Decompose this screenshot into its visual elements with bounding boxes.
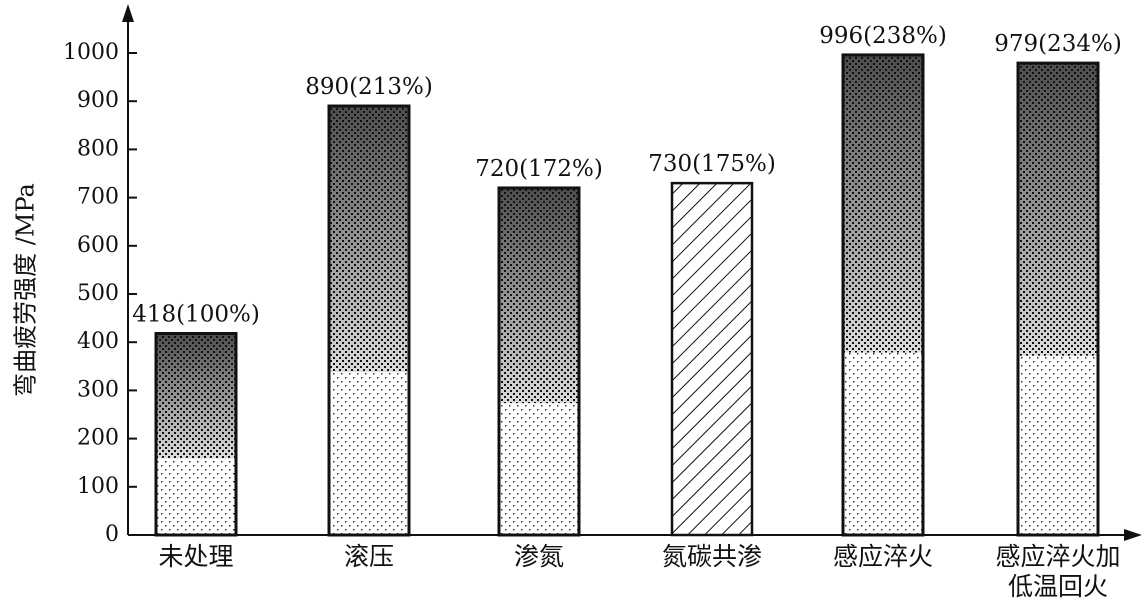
- bar-fill-shade: [1018, 63, 1098, 356]
- bar-fill-shade: [329, 106, 409, 372]
- y-tick-label: 400: [77, 329, 119, 354]
- bar-fill-shade: [843, 54, 923, 353]
- y-tick-label: 900: [77, 88, 119, 113]
- y-tick-label: 1000: [63, 40, 119, 65]
- category-label: 氮碳共渗: [662, 542, 762, 571]
- data-label: 720(172%): [475, 156, 603, 182]
- bar-outline: [154, 332, 238, 537]
- bar: [327, 104, 411, 537]
- data-labels: 418(100%) 890(213%) 720(172%) 730(175%) 996(…: [132, 23, 1122, 328]
- category-label: 滚压: [344, 542, 394, 571]
- bar: [497, 186, 581, 537]
- bar-outline: [327, 104, 411, 537]
- y-tick-label: 100: [77, 474, 119, 499]
- data-label: 418(100%): [132, 302, 260, 328]
- category-label: 渗氮: [514, 542, 564, 571]
- y-axis-arrow: [122, 4, 134, 22]
- category-label: 低温回火: [1008, 572, 1108, 601]
- bar: [1016, 61, 1100, 537]
- bar: [841, 53, 925, 537]
- y-tick-label: 200: [77, 426, 119, 451]
- data-label: 979(234%): [994, 31, 1122, 57]
- category-label: 感应淬火加: [995, 542, 1120, 571]
- bar-outline: [497, 186, 581, 537]
- bar-fill-shade: [499, 187, 579, 404]
- y-axis-label: 弯曲疲劳强度 /MPa: [12, 183, 40, 397]
- bars: [154, 53, 1100, 537]
- data-label: 996(238%): [819, 23, 947, 49]
- bar-outline: [841, 53, 925, 537]
- x-axis-arrow: [1124, 529, 1142, 541]
- y-tick-label: 0: [105, 522, 119, 547]
- y-ticks: 0 100 200 300 400 500 600 700 800 900 1000: [63, 40, 137, 547]
- bar-hatched: [670, 181, 754, 537]
- y-tick-label: 700: [77, 185, 119, 210]
- bar-fill-shade: [156, 333, 236, 459]
- category-label: 感应淬火: [833, 542, 933, 571]
- bar: [154, 332, 238, 537]
- y-tick-label: 500: [77, 281, 119, 306]
- bar: [670, 181, 754, 537]
- data-label: 890(213%): [305, 74, 433, 100]
- y-tick-label: 300: [77, 377, 119, 402]
- category-label: 未处理: [158, 542, 233, 571]
- axes: [122, 4, 1142, 541]
- y-tick-label: 800: [77, 136, 119, 161]
- data-label: 730(175%): [648, 151, 776, 177]
- y-tick-label: 600: [77, 233, 119, 258]
- bar-outline: [1016, 61, 1100, 537]
